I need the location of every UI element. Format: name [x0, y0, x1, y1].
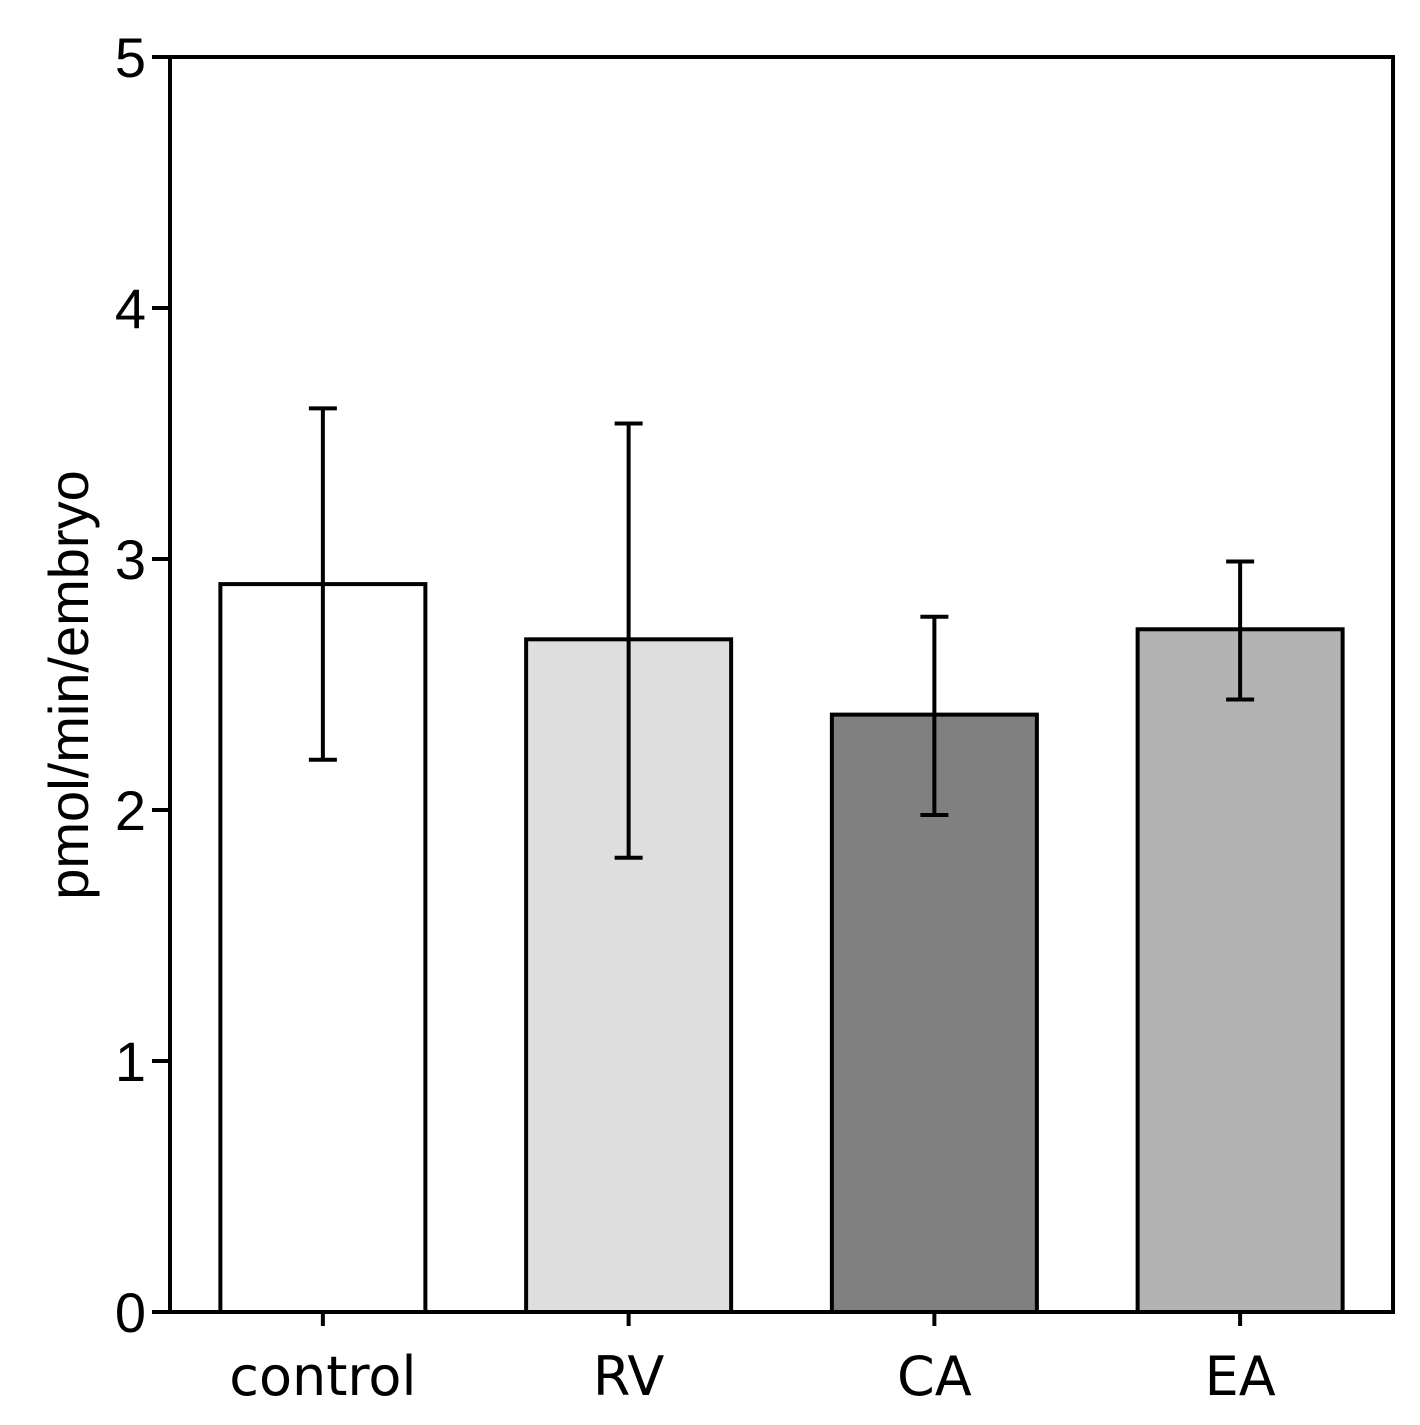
y-tick-label-2: 2: [115, 779, 146, 842]
axes-layer: [152, 55, 1395, 1326]
y-tick-label-5: 5: [115, 26, 146, 89]
plot-frame: [168, 55, 1395, 1314]
error-bar-ea: [1226, 559, 1255, 702]
bars-layer: [218, 582, 1345, 1314]
y-tick-label-1: 1: [115, 1030, 146, 1093]
y-tick-label-0: 0: [115, 1281, 146, 1344]
error-bar-rv: [614, 421, 643, 860]
x-tick-label-ea: EA: [1205, 1345, 1276, 1408]
x-tick-label-rv: RV: [593, 1345, 665, 1408]
error-bar-ca: [920, 614, 949, 818]
error-bars-layer: [308, 406, 1255, 860]
x-tick-label-control: control: [229, 1345, 416, 1408]
x-tick-label-ca: CA: [897, 1345, 972, 1408]
y-axis-title: pmol/min/embryo: [37, 470, 100, 899]
y-tick-label-3: 3: [115, 528, 146, 591]
bar-ea: [1135, 627, 1345, 1314]
labels-layer: 0 1 2 3 4 5 control RV CA EA: [115, 26, 1276, 1408]
error-bar-control: [308, 406, 337, 762]
y-tick-label-4: 4: [115, 277, 146, 340]
